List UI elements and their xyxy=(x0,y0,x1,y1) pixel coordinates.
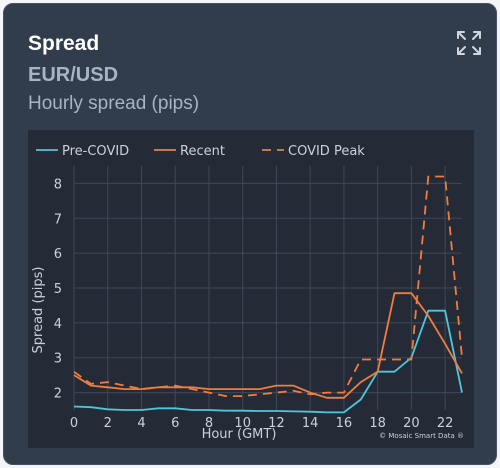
y-tick-label: 8 xyxy=(54,177,62,192)
x-tick-label: 12 xyxy=(268,416,285,431)
x-tick-label: 4 xyxy=(137,416,145,431)
x-tick-label: 16 xyxy=(336,416,353,431)
chart-credit: © Mosaic Smart Data ® xyxy=(379,432,464,440)
legend-label: COVID Peak xyxy=(288,144,365,159)
y-axis-label: Spread (pips) xyxy=(31,267,46,354)
chart-series xyxy=(73,175,463,414)
y-tick-label: 4 xyxy=(54,317,62,332)
x-axis-label: Hour (GMT) xyxy=(202,427,277,442)
chart-description: Hourly spread (pips) xyxy=(28,93,200,114)
x-tick-label: 20 xyxy=(403,416,420,431)
x-tick-label: 0 xyxy=(70,416,78,431)
legend-label: Recent xyxy=(180,144,225,159)
x-tick-label: 22 xyxy=(437,416,454,431)
x-tick-label: 2 xyxy=(104,416,112,431)
currency-pair: EUR/USD xyxy=(28,64,119,86)
x-tick-label: 14 xyxy=(302,416,319,431)
y-tick-label: 5 xyxy=(54,282,62,297)
y-axis-ticks: 2 3 4 5 6 7 8 xyxy=(54,177,62,401)
expand-arrows-icon[interactable] xyxy=(456,30,482,56)
series-line-covid-peak xyxy=(73,175,463,398)
y-tick-label: 6 xyxy=(54,247,62,262)
y-tick-label: 3 xyxy=(54,352,62,367)
x-tick-label: 10 xyxy=(234,416,251,431)
x-axis-ticks: 0 2 4 6 8 10 12 14 16 18 20 22 xyxy=(70,416,454,431)
y-tick-label: 2 xyxy=(54,387,62,402)
chart-background xyxy=(28,130,474,448)
chart-legend: Pre-COVID Recent COVID Peak xyxy=(36,144,365,159)
x-tick-label: 18 xyxy=(369,416,386,431)
series-line-pre-covid xyxy=(73,309,463,414)
x-tick-label: 8 xyxy=(205,416,213,431)
y-tick-label: 7 xyxy=(54,212,62,227)
card-title: Spread xyxy=(28,32,100,55)
series-line-recent xyxy=(73,292,463,399)
x-tick-label: 6 xyxy=(171,416,179,431)
legend-label: Pre-COVID xyxy=(62,144,129,159)
